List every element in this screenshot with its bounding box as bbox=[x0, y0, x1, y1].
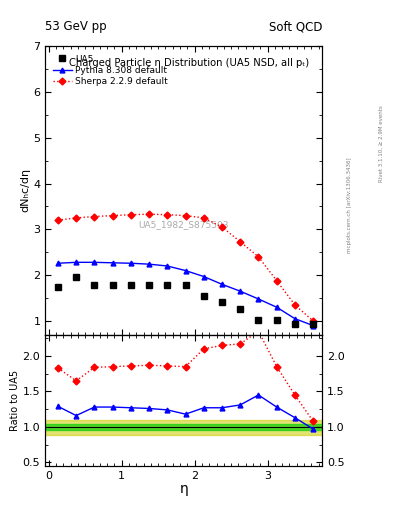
Text: Charged Particle η Distribution (UA5 NSD, all pₜ): Charged Particle η Distribution (UA5 NSD… bbox=[69, 58, 309, 68]
Pythia 8.308 default bbox=[92, 259, 97, 265]
Pythia 8.308 default bbox=[311, 323, 316, 329]
Bar bbox=[45, 424, 322, 430]
UA5 bbox=[55, 284, 60, 290]
UA5 bbox=[92, 282, 97, 288]
Y-axis label: Ratio to UA5: Ratio to UA5 bbox=[10, 370, 20, 431]
Pythia 8.308 default bbox=[238, 288, 242, 294]
UA5 bbox=[202, 293, 206, 299]
Pythia 8.308 default bbox=[165, 263, 170, 269]
Line: UA5: UA5 bbox=[55, 273, 316, 327]
Sherpa 2.2.9 default bbox=[202, 215, 206, 221]
UA5 bbox=[292, 321, 297, 327]
Sherpa 2.2.9 default bbox=[292, 302, 297, 308]
Sherpa 2.2.9 default bbox=[147, 211, 151, 217]
Line: Sherpa 2.2.9 default: Sherpa 2.2.9 default bbox=[55, 212, 316, 324]
Y-axis label: dNₕᴄ/dη: dNₕᴄ/dη bbox=[20, 168, 30, 212]
Legend: UA5, Pythia 8.308 default, Sherpa 2.2.9 default: UA5, Pythia 8.308 default, Sherpa 2.2.9 … bbox=[51, 52, 171, 89]
UA5 bbox=[274, 317, 279, 323]
Sherpa 2.2.9 default bbox=[74, 215, 79, 221]
Pythia 8.308 default bbox=[183, 267, 188, 273]
Pythia 8.308 default bbox=[292, 315, 297, 322]
Pythia 8.308 default bbox=[129, 260, 133, 266]
Sherpa 2.2.9 default bbox=[238, 239, 242, 245]
Text: UA5_1982_S875503: UA5_1982_S875503 bbox=[138, 221, 229, 229]
Bar bbox=[45, 420, 322, 435]
Sherpa 2.2.9 default bbox=[55, 217, 60, 223]
UA5 bbox=[183, 282, 188, 288]
Text: Soft QCD: Soft QCD bbox=[269, 20, 322, 33]
X-axis label: η: η bbox=[179, 482, 188, 496]
UA5 bbox=[147, 282, 151, 288]
UA5 bbox=[165, 282, 170, 288]
Text: 53 GeV pp: 53 GeV pp bbox=[45, 20, 107, 33]
Sherpa 2.2.9 default bbox=[183, 212, 188, 219]
Pythia 8.308 default bbox=[74, 259, 79, 265]
Sherpa 2.2.9 default bbox=[92, 214, 97, 220]
Sherpa 2.2.9 default bbox=[129, 211, 133, 218]
Sherpa 2.2.9 default bbox=[165, 211, 170, 218]
Pythia 8.308 default bbox=[202, 273, 206, 280]
Pythia 8.308 default bbox=[220, 281, 224, 287]
UA5 bbox=[74, 273, 79, 280]
Sherpa 2.2.9 default bbox=[311, 318, 316, 324]
Pythia 8.308 default bbox=[55, 260, 60, 266]
UA5 bbox=[238, 306, 242, 312]
Pythia 8.308 default bbox=[274, 304, 279, 310]
UA5 bbox=[220, 298, 224, 305]
Sherpa 2.2.9 default bbox=[274, 278, 279, 284]
Pythia 8.308 default bbox=[256, 296, 261, 302]
Text: mcplots.cern.ch [arXiv:1306.3436]: mcplots.cern.ch [arXiv:1306.3436] bbox=[347, 157, 352, 252]
Sherpa 2.2.9 default bbox=[220, 224, 224, 230]
Text: Rivet 3.1.10, ≥ 2.9M events: Rivet 3.1.10, ≥ 2.9M events bbox=[379, 105, 384, 182]
UA5 bbox=[129, 282, 133, 288]
Pythia 8.308 default bbox=[110, 260, 115, 266]
Sherpa 2.2.9 default bbox=[256, 254, 261, 260]
Sherpa 2.2.9 default bbox=[110, 212, 115, 219]
Pythia 8.308 default bbox=[147, 261, 151, 267]
UA5 bbox=[311, 321, 316, 327]
Line: Pythia 8.308 default: Pythia 8.308 default bbox=[55, 260, 316, 328]
UA5 bbox=[110, 282, 115, 288]
UA5 bbox=[256, 317, 261, 323]
